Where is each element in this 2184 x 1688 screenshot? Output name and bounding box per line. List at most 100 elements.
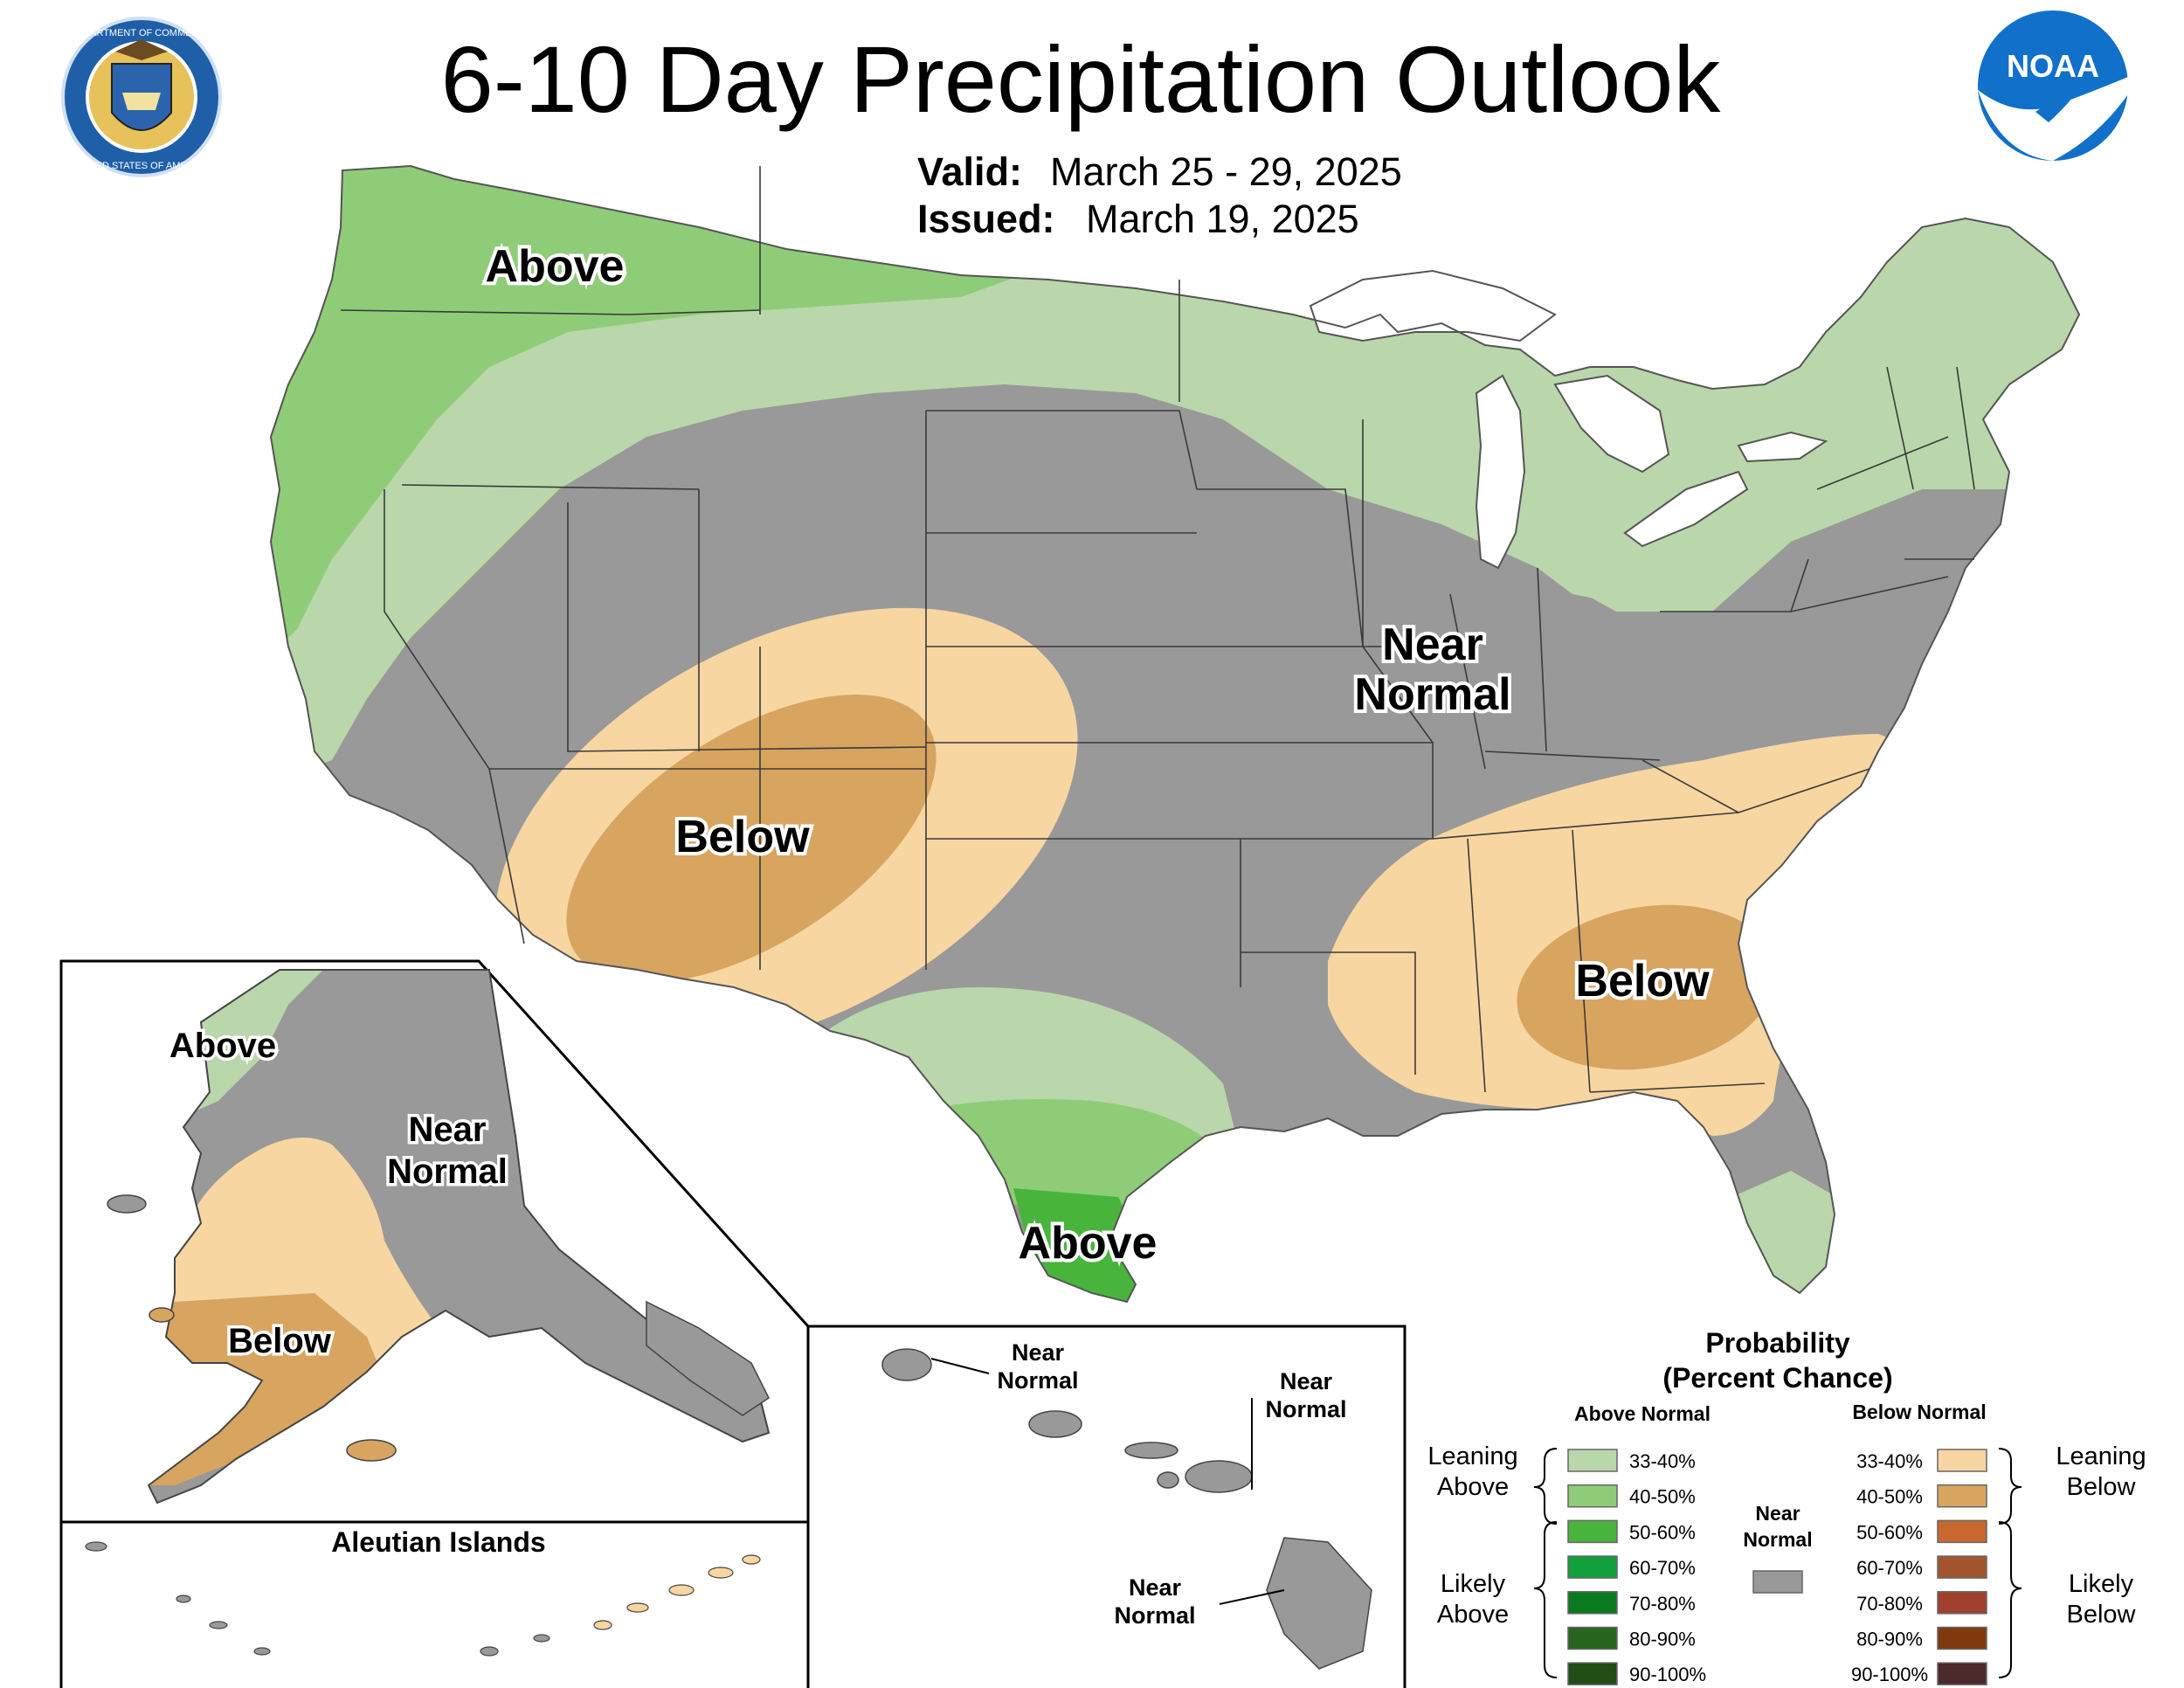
below-40-50-region-southwest	[566, 695, 936, 983]
above-40-50-region-northwest	[271, 166, 1066, 664]
issued-label: Issued:	[917, 197, 1055, 241]
label-above-northwest: Above	[486, 241, 625, 292]
seal-ring-text-top: DEPARTMENT OF COMMERCE	[71, 28, 211, 38]
label-near-normal-line2: Normal	[1354, 669, 1510, 720]
lake-huron	[1553, 374, 1670, 474]
hawaii-inset: Near Normal Near Normal Near Normal	[806, 1325, 1406, 1688]
island-hawaii	[1266, 1537, 1372, 1670]
lake-erie	[1623, 470, 1749, 548]
legend-leaning-above-line2: Above	[1437, 1473, 1509, 1501]
island-lanai	[1157, 1471, 1179, 1489]
noaa-logo: NOAA	[1978, 10, 2128, 161]
lake-michigan	[1475, 374, 1526, 570]
legend-above-row-label: 33-40%	[1629, 1450, 1696, 1472]
valid-label: Valid:	[917, 149, 1022, 194]
state-borders	[340, 166, 1975, 1093]
legend-below-row-label: 50-60%	[1856, 1521, 1923, 1543]
legend-above-row-label: 50-60%	[1629, 1521, 1696, 1543]
hawaii-inset-frame	[806, 1325, 1406, 1688]
seal-ship-icon	[122, 93, 161, 110]
legend-below-row-label: 70-80%	[1856, 1593, 1923, 1615]
legend-above-rows: 33-40% 40-50% 50-60% 60-70% 70-80% 80-90% 90-1…	[1567, 1449, 1706, 1685]
label-above-texas: Above	[1019, 1218, 1158, 1269]
issued-date: March 19, 2025	[1086, 197, 1359, 241]
legend-below-row-label: 60-70%	[1856, 1557, 1923, 1579]
hawaii-label-b-line2: Normal	[1265, 1396, 1346, 1422]
noaa-logo-text: NOAA	[2007, 48, 2099, 84]
noaa-bird-wave-icon	[1978, 77, 2128, 161]
alaska-coastline	[147, 969, 771, 1505]
legend-likely-below-line2: Below	[2067, 1601, 2137, 1629]
legend-title-line1: Probability	[1705, 1327, 1850, 1359]
label-near-normal-line1: Near	[1382, 619, 1483, 670]
legend-above-row-swatch	[1567, 1591, 1618, 1615]
legend-below-row-swatch	[1937, 1662, 1987, 1685]
lake-superior	[1309, 269, 1557, 342]
legend-leaning-below-line1: Leaning	[2056, 1442, 2146, 1470]
alaska-label-below: Below	[228, 1322, 332, 1360]
legend-above-row-label: 60-70%	[1629, 1557, 1696, 1579]
below-40-50-region-southeast	[1517, 904, 1777, 1070]
label-below-southwest: Below	[675, 812, 810, 862]
hawaii-label-a-line1: Near	[1012, 1339, 1065, 1366]
seal-eagle-icon	[115, 39, 168, 60]
alaska-label-near-line2: Normal	[387, 1152, 508, 1191]
legend-likely-above-line2: Above	[1437, 1601, 1509, 1629]
legend-below-row-label: 80-90%	[1856, 1629, 1923, 1650]
probability-legend: Probability (Percent Chance) Above Norma…	[1427, 1327, 2146, 1685]
hawaii-label-b-line1: Near	[1280, 1368, 1333, 1394]
legend-below-normal-header: Below Normal	[1852, 1401, 1986, 1423]
legend-above-row-label: 80-90%	[1629, 1629, 1696, 1650]
seal-ring-text-bottom: UNITED STATES OF AMERICA	[73, 161, 211, 171]
legend-braces	[1533, 1448, 2022, 1678]
legend-above-row-label: 40-50%	[1629, 1486, 1696, 1508]
valid-date-range: March 25 - 29, 2025	[1050, 149, 1402, 194]
legend-leaning-below-line2: Below	[2067, 1473, 2137, 1501]
alaska-label-near-line1: Near	[409, 1110, 487, 1149]
legend-below-row-swatch	[1937, 1555, 1987, 1579]
lake-ontario	[1737, 431, 1828, 463]
hawaii-label-c-line2: Normal	[1114, 1602, 1195, 1629]
island-molokai	[1124, 1442, 1178, 1459]
legend-likely-below-line1: Likely	[2069, 1570, 2134, 1598]
hawaii-leader-lines	[930, 1358, 1285, 1605]
conus-map: Above Near Normal Below Below Above	[270, 165, 2080, 1303]
hawaii-islands	[881, 1348, 1372, 1670]
legend-below-row-swatch	[1937, 1591, 1987, 1615]
noaa-bird-icon	[2035, 77, 2088, 122]
legend-below-row-swatch	[1937, 1519, 1987, 1544]
legend-title-line2: (Percent Chance)	[1662, 1362, 1892, 1394]
legend-leaning-above-line1: Leaning	[1427, 1442, 1517, 1470]
alaska-island	[149, 1307, 175, 1323]
island-kauai	[881, 1348, 932, 1381]
legend-below-row-swatch	[1937, 1484, 1987, 1508]
hawaii-label-a-line2: Normal	[997, 1367, 1078, 1394]
great-lakes	[1309, 269, 1828, 570]
legend-below-rows: 33-40% 40-50% 50-60% 60-70% 70-80% 80-90% 90-1…	[1851, 1449, 1987, 1685]
alaska-island	[107, 1194, 147, 1214]
above-leaning-region-great-lakes	[1485, 393, 1800, 612]
legend-below-row-label: 90-100%	[1851, 1664, 1928, 1685]
map-header: 6-10 Day Precipitation Outlook Valid: Ma…	[441, 26, 1722, 241]
legend-likely-above-line1: Likely	[1441, 1570, 1506, 1598]
legend-above-row-swatch	[1567, 1484, 1618, 1508]
label-below-southeast: Below	[1575, 956, 1710, 1007]
aleutian-island-chain	[85, 1541, 761, 1657]
department-of-commerce-seal: DEPARTMENT OF COMMERCE UNITED STATES OF …	[61, 17, 222, 177]
legend-below-row-swatch	[1937, 1449, 1987, 1472]
legend-above-row-swatch	[1567, 1449, 1618, 1472]
alaska-label-above: Above	[169, 1027, 276, 1065]
legend-below-row-swatch	[1937, 1626, 1987, 1650]
page-title: 6-10 Day Precipitation Outlook	[441, 26, 1722, 132]
legend-near-normal-swatch	[1752, 1570, 1803, 1594]
legend-above-row-label: 70-80%	[1629, 1593, 1696, 1615]
legend-below-row-label: 40-50%	[1856, 1486, 1923, 1508]
legend-near-normal-line1: Near	[1755, 1502, 1800, 1525]
legend-below-row-label: 33-40%	[1856, 1450, 1923, 1472]
aleutian-islands-title: Aleutian Islands	[331, 1526, 545, 1558]
legend-above-row-swatch	[1567, 1626, 1618, 1650]
legend-above-row-swatch	[1567, 1662, 1618, 1685]
kodiak-island	[346, 1439, 397, 1462]
legend-above-row-swatch	[1567, 1555, 1618, 1579]
